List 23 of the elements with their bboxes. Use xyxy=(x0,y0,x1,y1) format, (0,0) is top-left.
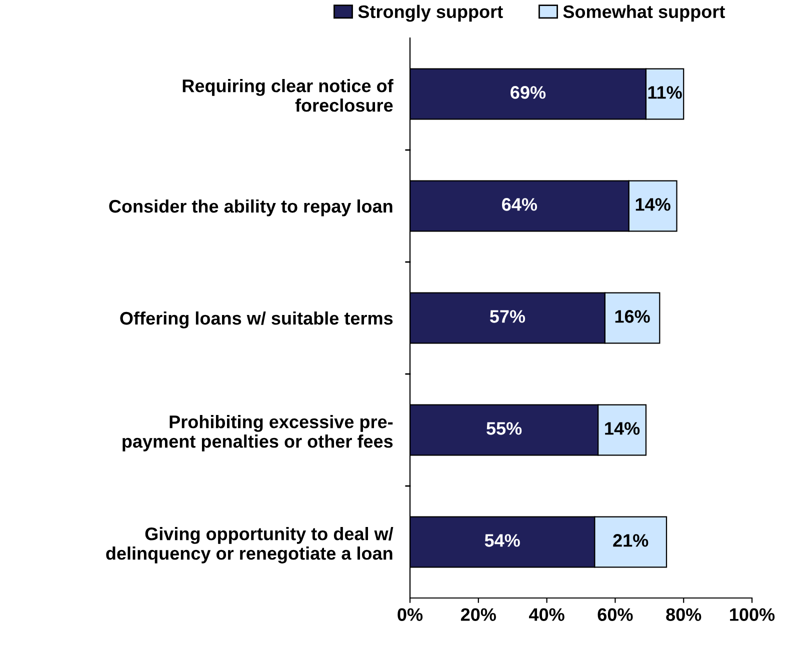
data-label: 69% xyxy=(510,86,546,99)
y-tick-label: Consider the ability to repay loan xyxy=(109,199,392,216)
x-tick-label: 40% xyxy=(529,608,564,621)
data-label: 11% xyxy=(648,86,682,99)
y-tick-label: Requiring clear notice of foreclosure xyxy=(182,79,394,112)
y-tick-label: Giving opportunity to deal w/ delinquency or renegotiate a loan xyxy=(106,527,394,564)
data-label: 14% xyxy=(605,422,640,435)
x-tick-label: 100% xyxy=(730,608,775,621)
data-label: 16% xyxy=(615,310,650,323)
data-label: 21% xyxy=(613,534,648,547)
x-tick-label: 60% xyxy=(598,608,633,621)
y-tick-label: Offering loans w/ suitable terms xyxy=(120,311,393,328)
data-label: 64% xyxy=(502,198,538,211)
data-label: 54% xyxy=(484,534,520,547)
x-tick-label: 0% xyxy=(398,608,423,621)
x-tick-label: 80% xyxy=(666,608,702,621)
legend-label: Somewhat support xyxy=(563,4,725,22)
data-label: 57% xyxy=(490,310,526,323)
y-tick-label: Prohibiting excessive pre- payment penalties or other fees xyxy=(122,415,393,452)
data-label: 14% xyxy=(636,198,670,211)
data-label: 55% xyxy=(486,422,522,435)
x-tick-label: 20% xyxy=(460,608,496,621)
legend-label: Strongly support xyxy=(358,4,503,22)
